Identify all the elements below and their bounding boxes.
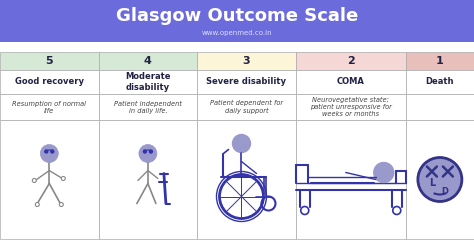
- Bar: [296, 94, 406, 120]
- Bar: [406, 120, 474, 239]
- Circle shape: [149, 150, 152, 153]
- Text: Moderate
disability: Moderate disability: [125, 72, 171, 92]
- Circle shape: [35, 202, 39, 207]
- Bar: [197, 52, 296, 70]
- Bar: [197, 120, 296, 239]
- Bar: [0, 52, 99, 70]
- Text: Severe disability: Severe disability: [207, 78, 286, 87]
- Text: 4: 4: [144, 56, 152, 66]
- Bar: [0, 70, 99, 94]
- Text: Neurovegetative state;
patient unresponsive for
weeks or months: Neurovegetative state; patient unrespons…: [310, 97, 392, 117]
- Circle shape: [32, 179, 36, 182]
- Bar: [99, 94, 197, 120]
- Bar: [197, 94, 296, 120]
- Circle shape: [418, 158, 462, 201]
- Bar: [197, 70, 296, 94]
- Text: 3: 3: [243, 56, 250, 66]
- Circle shape: [45, 150, 48, 153]
- Bar: [99, 70, 197, 94]
- Text: Death: Death: [426, 78, 454, 87]
- Text: Patient dependent for
daily support: Patient dependent for daily support: [210, 100, 283, 114]
- Circle shape: [374, 162, 394, 182]
- Text: Resumption of normal
life: Resumption of normal life: [12, 100, 86, 114]
- Circle shape: [59, 202, 64, 207]
- Bar: [406, 94, 474, 120]
- Text: L: L: [429, 179, 435, 188]
- Circle shape: [232, 134, 250, 153]
- Circle shape: [61, 176, 65, 181]
- Text: Patient independent
in daily life.: Patient independent in daily life.: [114, 100, 182, 114]
- Bar: [0, 0, 474, 42]
- Bar: [406, 70, 474, 94]
- Bar: [296, 52, 406, 70]
- Circle shape: [40, 145, 58, 162]
- Bar: [0, 120, 99, 239]
- Circle shape: [144, 150, 146, 153]
- Text: Glasgow Outcome Scale: Glasgow Outcome Scale: [116, 7, 358, 25]
- Text: 1: 1: [436, 56, 444, 66]
- Bar: [0, 94, 99, 120]
- Bar: [296, 70, 406, 94]
- Text: 5: 5: [46, 56, 53, 66]
- Text: D: D: [441, 187, 448, 196]
- Bar: [99, 120, 197, 239]
- Text: Good recovery: Good recovery: [15, 78, 84, 87]
- Text: COMA: COMA: [337, 78, 365, 87]
- Text: 2: 2: [347, 56, 355, 66]
- Text: www.openmed.co.in: www.openmed.co.in: [202, 30, 272, 36]
- Circle shape: [139, 145, 157, 162]
- Bar: [296, 120, 406, 239]
- Circle shape: [51, 150, 54, 153]
- Bar: [99, 52, 197, 70]
- Bar: [406, 52, 474, 70]
